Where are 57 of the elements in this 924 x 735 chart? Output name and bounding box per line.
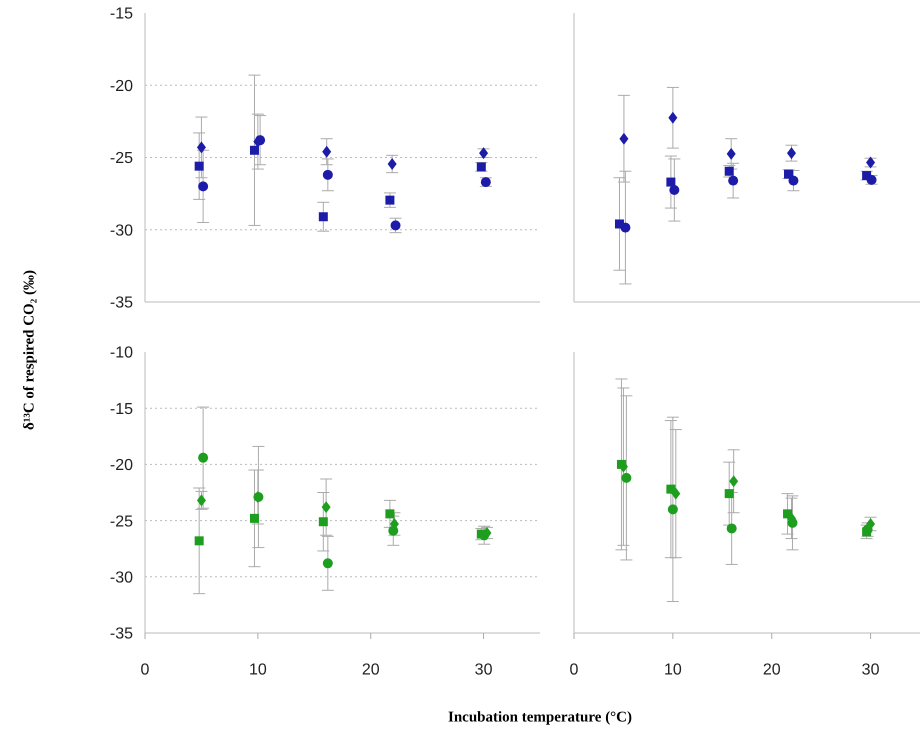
point — [786, 147, 796, 160]
point — [787, 518, 798, 528]
point — [728, 176, 738, 186]
point — [322, 501, 331, 514]
point — [619, 132, 628, 145]
y-axis-title: δ¹³C of respired CO₂ (‰) — [22, 270, 38, 430]
y-tick-label: -35 — [110, 626, 134, 643]
x-axis-title: Incubation temperature (°C) — [448, 710, 632, 726]
point — [668, 504, 678, 514]
y-tick-label: -30 — [110, 222, 134, 240]
point — [385, 196, 394, 205]
point — [668, 112, 678, 124]
point — [196, 494, 206, 506]
point — [255, 135, 266, 146]
point — [666, 178, 676, 187]
y-tick-label: -20 — [110, 78, 134, 95]
point — [385, 509, 394, 518]
x-tick-label: 20 — [762, 661, 781, 678]
point — [724, 489, 734, 498]
x-tick-label: 0 — [570, 661, 579, 678]
point — [322, 170, 333, 180]
y-tick-label: -10 — [110, 344, 134, 362]
point — [669, 185, 680, 196]
point — [390, 220, 401, 230]
y-tick-label: -30 — [110, 569, 134, 586]
point — [198, 181, 208, 192]
point — [388, 526, 398, 536]
point — [729, 475, 738, 488]
point — [726, 523, 737, 534]
point — [196, 141, 206, 154]
point — [194, 162, 204, 171]
y-tick-label: -20 — [110, 457, 134, 474]
point — [388, 158, 397, 170]
x-tick-label: 30 — [862, 661, 880, 678]
point — [198, 452, 208, 463]
point — [726, 148, 736, 160]
point — [318, 212, 328, 222]
y-tick-label: -25 — [110, 513, 134, 530]
point — [250, 146, 259, 155]
x-tick-label: 20 — [362, 661, 380, 678]
y-tick-label: -25 — [110, 150, 134, 168]
x-tick-label: 10 — [248, 661, 267, 678]
point — [194, 536, 204, 546]
x-tick-label: 10 — [664, 661, 682, 678]
x-tick-label: 0 — [140, 661, 150, 678]
point — [318, 517, 328, 526]
point — [671, 488, 680, 500]
point — [620, 222, 630, 233]
x-tick-label: 30 — [474, 661, 493, 678]
point — [788, 176, 798, 186]
y-tick-label: -15 — [110, 6, 134, 23]
point — [322, 558, 333, 568]
point — [250, 514, 259, 523]
y-tick-label: -35 — [110, 294, 134, 312]
y-tick-label: -15 — [110, 400, 134, 418]
point — [322, 146, 332, 158]
point — [621, 472, 632, 483]
